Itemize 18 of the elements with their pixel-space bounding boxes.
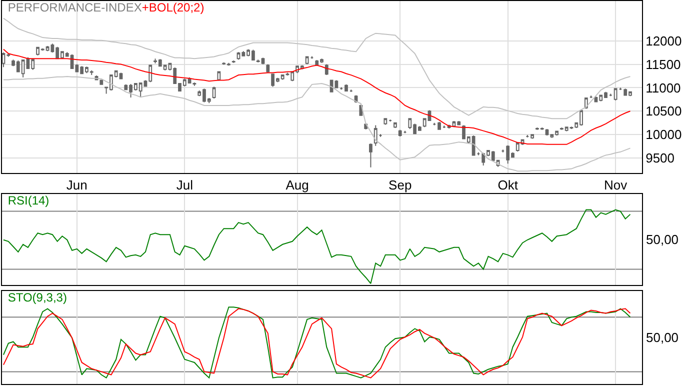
y-tick-label: 12000 — [646, 33, 682, 48]
series-label: STO(9,3,3) — [8, 290, 67, 304]
x-tick-label: Aug — [286, 178, 309, 193]
text: 50,00 — [646, 232, 679, 247]
text: +BOL(20;2) — [142, 0, 204, 14]
x-tick-label: Sep — [388, 178, 412, 193]
x-tick-label: Okt — [498, 178, 518, 193]
chart-title: PERFORMANCE-INDEX — [8, 0, 142, 14]
y-tick-label: 9500 — [646, 150, 675, 166]
y-tick-label: 11000 — [646, 80, 681, 96]
text: RSI(14) — [8, 193, 50, 208]
x-tick-label: Jul — [176, 178, 194, 193]
x-tick-label: Nov — [604, 178, 628, 193]
text: 50,00 — [646, 330, 679, 345]
x-tick-label: Jun — [66, 178, 88, 193]
y-tick-label: 11500 — [646, 56, 681, 72]
y-tick-label: 10000 — [646, 127, 682, 142]
y-tick-label: 10500 — [646, 104, 682, 119]
